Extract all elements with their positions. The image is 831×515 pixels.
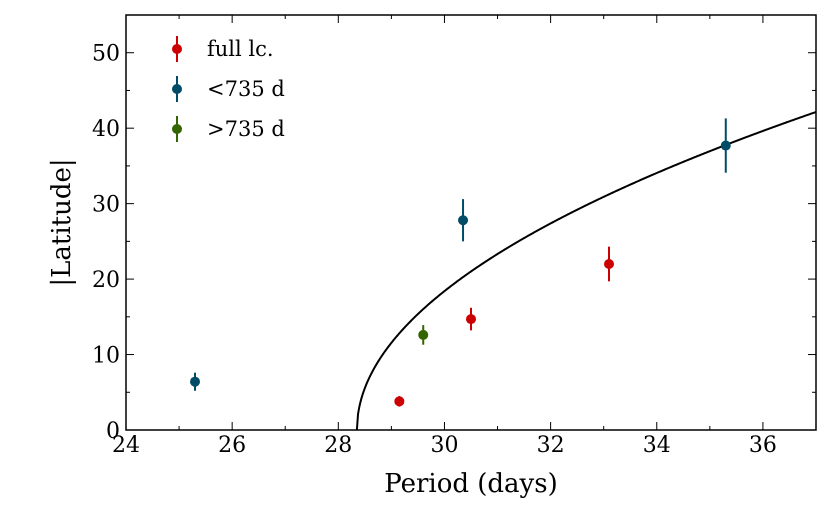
legend-item: <735 d <box>172 76 285 102</box>
legend-item: full lc. <box>172 36 274 62</box>
legend-marker <box>172 124 182 134</box>
point-marker <box>394 396 405 407</box>
x-tick-label: 28 <box>324 433 352 458</box>
point-marker <box>466 314 476 325</box>
fit-layer <box>355 111 817 431</box>
data-point <box>458 199 469 242</box>
legend-item: >735 d <box>172 116 285 142</box>
x-tick-label: 34 <box>643 433 671 458</box>
point-marker <box>604 259 614 269</box>
y-tick-label: 40 <box>92 117 120 142</box>
legend-marker <box>172 84 182 94</box>
x-tick-label: 24 <box>112 433 140 458</box>
x-tick-label: 36 <box>749 433 777 458</box>
legend-label: full lc. <box>207 37 274 61</box>
legend: full lc. <735 d >735 d <box>172 36 285 142</box>
y-tick-label: 20 <box>92 268 120 293</box>
points-layer <box>190 118 731 407</box>
y-tick-label: 10 <box>92 344 120 369</box>
data-point <box>190 372 200 391</box>
legend-label: >735 d <box>207 117 285 141</box>
y-tick-label: 30 <box>92 193 120 218</box>
point-marker <box>720 140 731 151</box>
data-point <box>418 325 429 345</box>
legend-marker <box>172 44 182 54</box>
legend-label: <735 d <box>207 77 285 101</box>
y-axis-label: |Latitude| <box>47 158 77 286</box>
point-marker <box>190 376 200 387</box>
fit-curve <box>355 111 817 431</box>
data-point <box>720 118 731 173</box>
y-tick-label: 50 <box>92 42 120 67</box>
data-point <box>466 307 476 331</box>
data-point <box>604 246 614 282</box>
x-tick-label: 32 <box>537 433 565 458</box>
y-tick-label: 0 <box>106 419 120 444</box>
x-tick-label: 26 <box>218 433 246 458</box>
x-axis-label: Period (days) <box>384 469 557 499</box>
data-point <box>394 396 405 407</box>
point-marker <box>418 329 429 340</box>
ticks-layer: 24 26 28 30 32 34 36 0 10 20 30 40 50 <box>92 15 816 458</box>
plot-frame <box>125 14 817 431</box>
point-marker <box>458 215 469 226</box>
x-tick-label: 30 <box>430 433 458 458</box>
